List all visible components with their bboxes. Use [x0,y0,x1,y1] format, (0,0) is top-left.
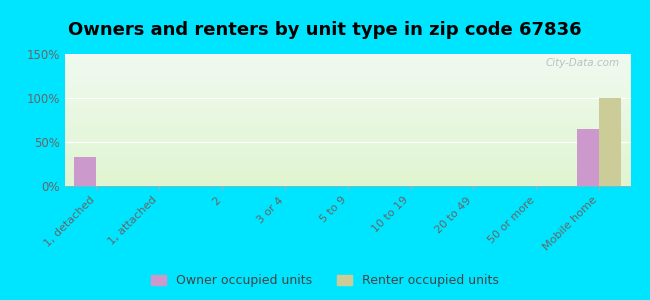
Bar [599,98,621,186]
Legend: Owner occupied units, Renter occupied units: Owner occupied units, Renter occupied un… [148,270,502,291]
Bar [577,129,599,186]
Text: Owners and renters by unit type in zip code 67836: Owners and renters by unit type in zip c… [68,21,582,39]
Text: City-Data.com: City-Data.com [545,58,619,68]
Bar [74,157,96,186]
